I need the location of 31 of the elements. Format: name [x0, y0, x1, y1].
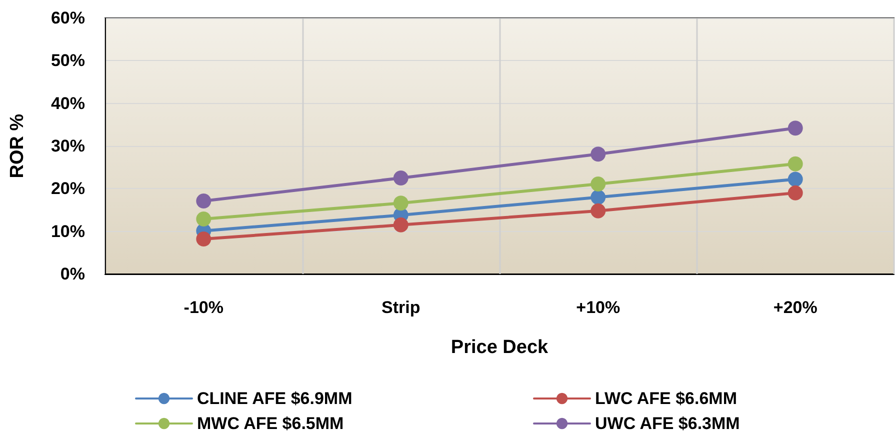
y-tick-label: 20% [50, 179, 85, 198]
point [393, 170, 408, 186]
point [590, 203, 606, 218]
point [393, 217, 408, 232]
point [590, 146, 606, 162]
y-tick-label: 40% [50, 94, 85, 113]
point [788, 185, 803, 200]
point [788, 120, 803, 136]
x-tick-label: +10% [576, 298, 620, 317]
x-tick-label: -10% [184, 298, 224, 317]
y-tick-label: 0% [60, 264, 85, 284]
point [788, 172, 803, 187]
x-tick-label: +20% [773, 298, 818, 317]
y-axis-title: ROR % [7, 114, 28, 178]
x-axis-title: Price Deck [450, 337, 549, 358]
point [196, 211, 212, 226]
y-tick-label: 30% [50, 136, 85, 156]
y-tick-label: 10% [50, 222, 85, 241]
legend-label: CLINE AFE $6.9MM [197, 389, 352, 408]
legend-label: LWC AFE $6.6MM [595, 389, 737, 408]
legend-label: UWC AFE $6.3MM [595, 414, 740, 433]
point [788, 156, 803, 172]
x-tick-label: Strip [382, 298, 420, 317]
point [196, 232, 212, 247]
y-tick-label: 50% [50, 51, 85, 70]
legend-label: MWC AFE $6.5MM [197, 414, 344, 433]
point [590, 176, 606, 192]
point [393, 196, 408, 211]
point [590, 190, 606, 205]
y-tick-label: 60% [50, 8, 85, 28]
point [196, 194, 212, 209]
